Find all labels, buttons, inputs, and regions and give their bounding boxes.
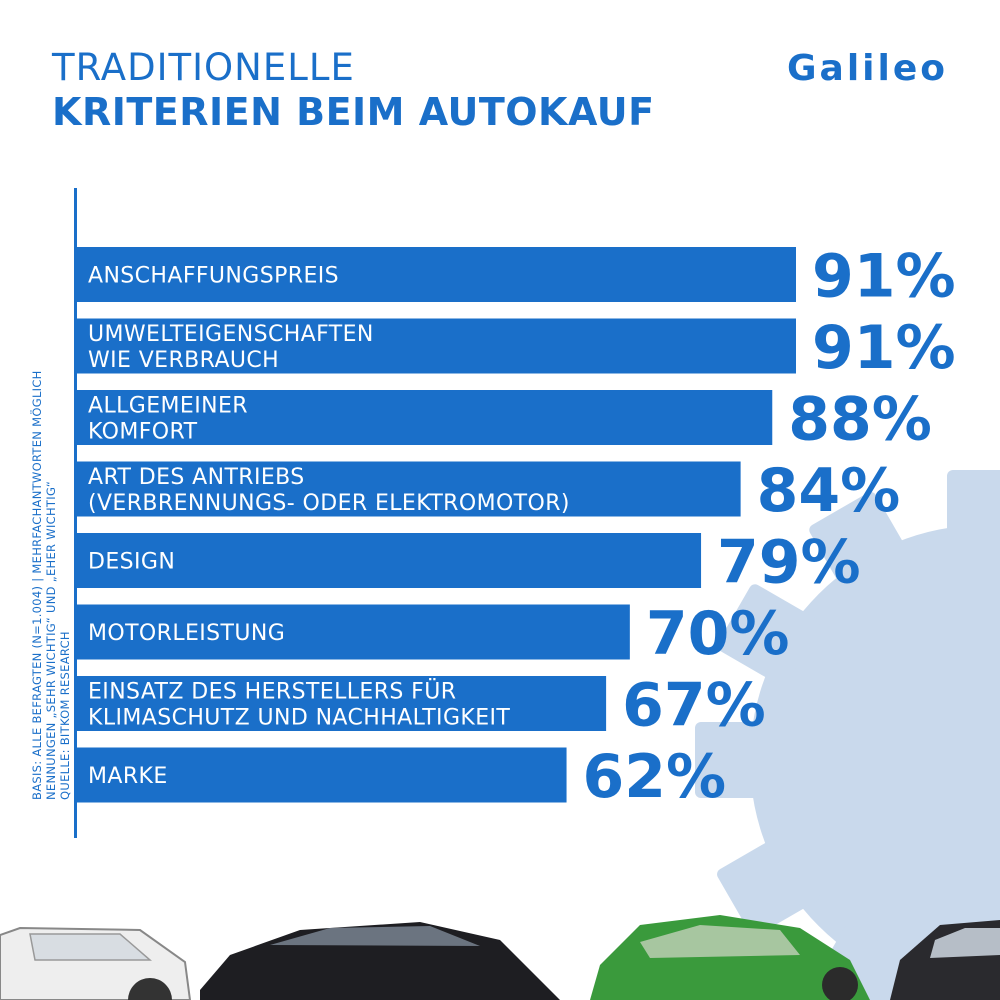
chart-axis-line: [74, 188, 77, 838]
bar-value-label: 70%: [646, 599, 790, 669]
bar-group: MARKE 62%: [76, 742, 726, 812]
bar: [76, 390, 773, 445]
galileo-logo: Galileo: [786, 48, 948, 89]
bar: [76, 533, 702, 588]
bar-category-label: KLIMASCHUTZ UND NACHHALTIGKEIT: [88, 706, 510, 731]
bar-value-label: 62%: [583, 742, 727, 812]
bar-group: ART DES ANTRIEBS(VERBRENNUNGS- ODER ELEK…: [76, 456, 900, 526]
car-dark-icon: [890, 920, 1000, 1000]
bar-category-label: ANSCHAFFUNGSPREIS: [88, 264, 339, 289]
car-white-icon: [0, 926, 192, 1000]
chart-title-line2: KRITERIEN BEIM AUTOKAUF: [52, 90, 655, 134]
bar-value-label: 91%: [812, 313, 956, 383]
bar: [76, 461, 741, 517]
bar-category-label: KOMFORT: [88, 420, 198, 445]
bar: [76, 247, 796, 302]
bar: [76, 676, 607, 731]
bar-value-label: 91%: [812, 242, 956, 312]
bar: [76, 318, 796, 374]
bar-category-label: UMWELTEIGENSCHAFTEN: [88, 322, 374, 347]
bar-group: DESIGN 79%: [76, 528, 861, 598]
bar: [76, 747, 567, 803]
bar-value-label: 88%: [788, 385, 932, 455]
bar-category-label: WIE VERBRAUCH: [88, 348, 279, 373]
car-green-icon: [590, 915, 870, 1000]
bar-category-label: EINSATZ DES HERSTELLERS FÜR: [88, 679, 456, 705]
bar-category-label: (VERBRENNUNGS- ODER ELEKTROMOTOR): [88, 491, 570, 516]
car-black-icon: [200, 922, 560, 1000]
bar-group: ANSCHAFFUNGSPREIS 91%: [76, 242, 956, 312]
bar-value-label: 67%: [622, 671, 766, 741]
bar: [76, 604, 630, 660]
bar-category-label: MARKE: [88, 764, 168, 789]
bar-group: MOTORLEISTUNG 70%: [76, 599, 789, 669]
chart-title-line1: TRADITIONELLE: [52, 46, 355, 89]
bar-category-label: MOTORLEISTUNG: [88, 621, 285, 646]
bar-value-label: 79%: [717, 528, 861, 598]
bar-category-label: ART DES ANTRIEBS: [88, 465, 305, 490]
bar-value-label: 84%: [757, 456, 901, 526]
bar-category-label: ALLGEMEINER: [88, 394, 248, 419]
bar-category-label: DESIGN: [88, 550, 175, 575]
